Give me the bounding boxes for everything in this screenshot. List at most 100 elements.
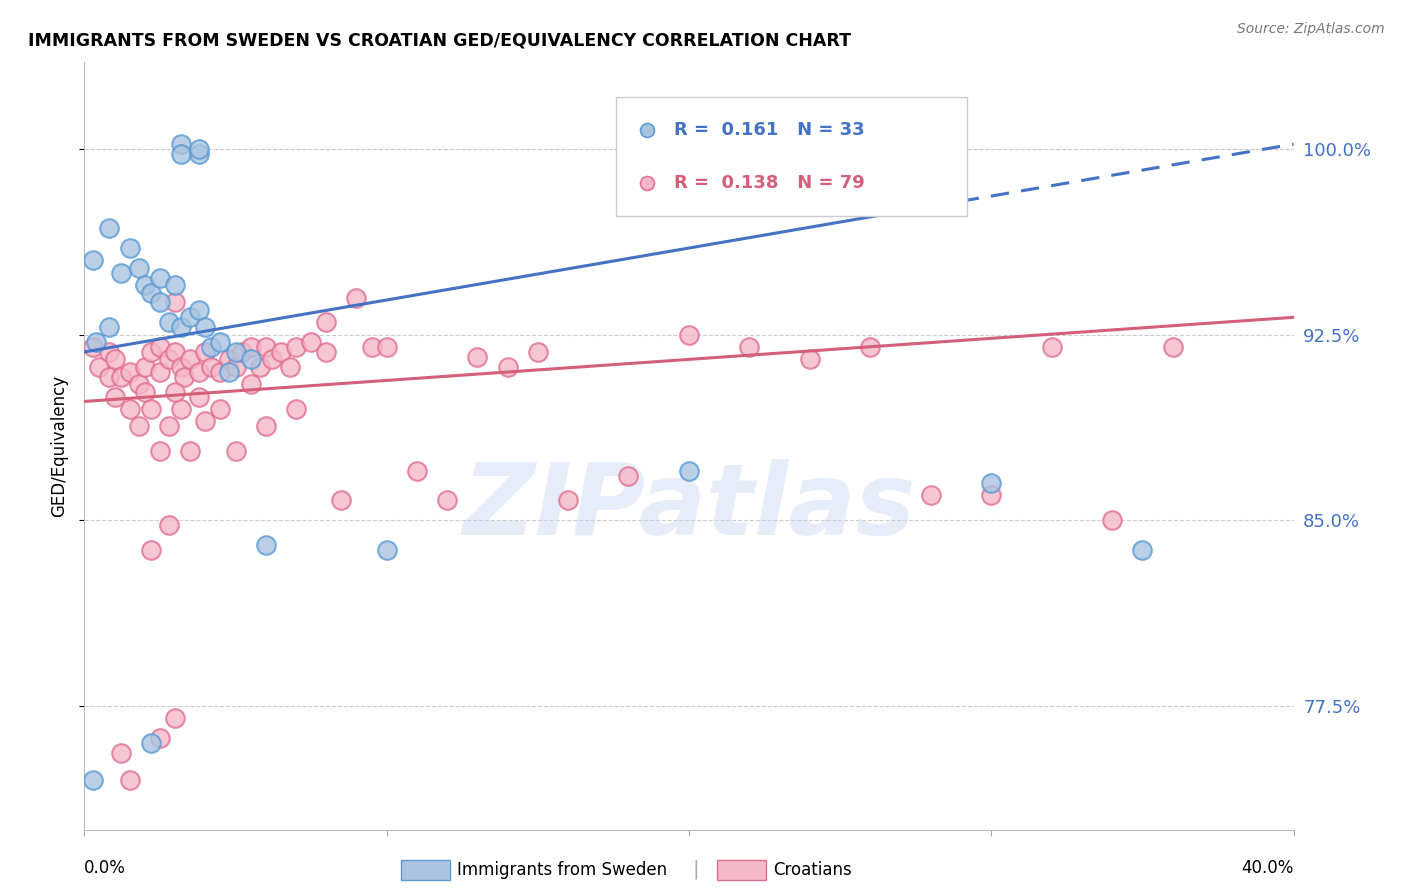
Point	[118, 401, 141, 416]
Text: Croatians: Croatians	[773, 861, 852, 879]
Point	[89, 359, 111, 374]
Point	[170, 137, 193, 152]
Point	[360, 340, 382, 354]
Point	[128, 419, 150, 434]
Point	[254, 340, 277, 354]
Point	[920, 488, 942, 502]
Point	[110, 746, 132, 760]
Text: IMMIGRANTS FROM SWEDEN VS CROATIAN GED/EQUIVALENCY CORRELATION CHART: IMMIGRANTS FROM SWEDEN VS CROATIAN GED/E…	[28, 31, 851, 49]
Text: |: |	[693, 860, 699, 880]
Point	[239, 377, 262, 392]
Point	[149, 444, 172, 458]
Point	[278, 359, 301, 374]
Text: 0.0%: 0.0%	[84, 859, 127, 877]
Point	[1040, 340, 1063, 354]
Point	[1130, 543, 1153, 558]
Point	[1161, 340, 1184, 354]
Point	[110, 369, 132, 384]
Point	[436, 493, 458, 508]
Point	[859, 340, 882, 354]
Point	[299, 334, 322, 349]
Point	[157, 419, 180, 434]
Point	[375, 543, 398, 558]
Point	[799, 352, 821, 367]
Bar	[616, 97, 967, 216]
Point	[165, 345, 187, 359]
Point	[678, 464, 700, 478]
Point	[165, 278, 187, 293]
Point	[139, 345, 162, 359]
Point	[179, 310, 201, 325]
Point	[738, 340, 761, 354]
Point	[149, 270, 172, 285]
Point	[406, 464, 429, 478]
Point	[188, 302, 211, 317]
Point	[128, 377, 150, 392]
Point	[315, 315, 337, 329]
Point	[239, 340, 262, 354]
Point	[188, 390, 211, 404]
Point	[980, 488, 1002, 502]
Point	[678, 327, 700, 342]
Point	[1101, 513, 1123, 527]
Point	[118, 365, 141, 379]
Point	[118, 241, 141, 255]
Point	[285, 401, 308, 416]
Text: R =  0.138   N = 79: R = 0.138 N = 79	[675, 174, 865, 192]
Point	[149, 365, 172, 379]
Point	[170, 320, 193, 334]
Point	[149, 340, 172, 354]
Point	[157, 315, 180, 329]
Point	[82, 253, 104, 268]
Point	[200, 359, 222, 374]
Text: Immigrants from Sweden: Immigrants from Sweden	[457, 861, 666, 879]
Text: 40.0%: 40.0%	[1241, 859, 1294, 877]
Point	[165, 384, 187, 399]
Point	[375, 340, 398, 354]
Point	[467, 350, 489, 364]
Point	[97, 320, 120, 334]
Point	[330, 493, 353, 508]
Point	[165, 711, 187, 725]
Point	[194, 345, 217, 359]
Point	[285, 340, 308, 354]
Point	[104, 352, 127, 367]
Point	[496, 359, 519, 374]
Y-axis label: GED/Equivalency: GED/Equivalency	[51, 375, 69, 517]
Point	[118, 773, 141, 788]
Point	[200, 340, 222, 354]
Point	[254, 538, 277, 552]
Point	[97, 345, 120, 359]
Point	[139, 285, 162, 300]
Point	[209, 365, 232, 379]
Point	[157, 518, 180, 533]
Point	[110, 266, 132, 280]
Point	[134, 384, 156, 399]
Point	[249, 359, 271, 374]
Point	[225, 444, 247, 458]
Point	[188, 147, 211, 161]
Point	[134, 278, 156, 293]
Point	[139, 736, 162, 750]
Point	[97, 221, 120, 235]
Point	[260, 352, 283, 367]
Point	[97, 369, 120, 384]
Point	[157, 352, 180, 367]
Point	[194, 320, 217, 334]
Point	[170, 401, 193, 416]
Point	[82, 773, 104, 788]
Point	[209, 401, 232, 416]
Point	[82, 340, 104, 354]
Point	[128, 260, 150, 275]
Point	[218, 365, 240, 379]
Point	[149, 731, 172, 745]
Text: Source: ZipAtlas.com: Source: ZipAtlas.com	[1237, 22, 1385, 37]
Point	[149, 295, 172, 310]
Point	[315, 345, 337, 359]
Point	[139, 401, 162, 416]
Point	[139, 543, 162, 558]
Point	[218, 352, 240, 367]
Point	[170, 147, 193, 161]
Point	[86, 334, 108, 349]
Point	[134, 359, 156, 374]
